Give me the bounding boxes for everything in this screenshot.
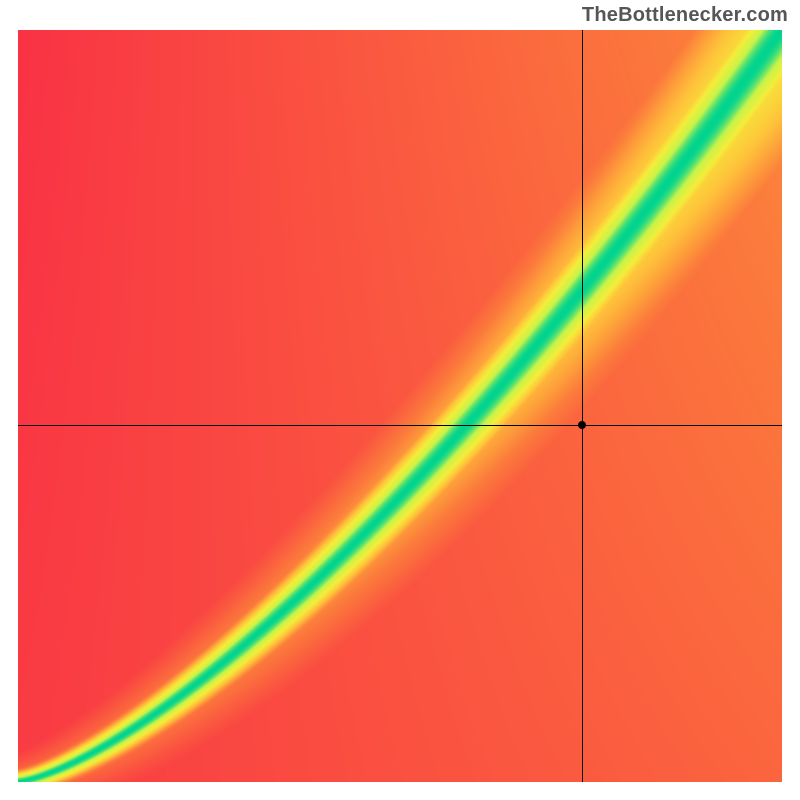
chart-container: TheBottlenecker.com xyxy=(0,0,800,800)
heatmap-canvas xyxy=(18,30,782,782)
watermark-text: TheBottlenecker.com xyxy=(582,4,788,27)
plot-area xyxy=(18,30,782,782)
